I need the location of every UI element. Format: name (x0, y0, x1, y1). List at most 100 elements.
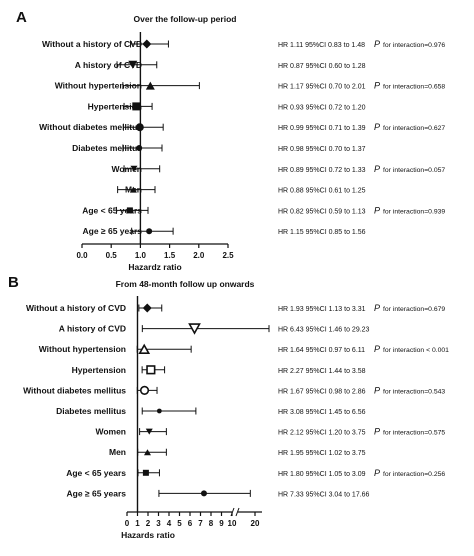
row-label: A history of CVD (59, 324, 126, 334)
point-marker (129, 186, 137, 193)
p-symbol: P (374, 303, 380, 313)
row-label: Diabetes mellitus (56, 406, 126, 416)
point-marker (142, 469, 149, 476)
stat-text: HR 2.27 95%CI 1.44 to 3.58 (278, 368, 366, 375)
point-marker (138, 343, 151, 355)
p-symbol: P (374, 39, 380, 49)
point-marker (126, 207, 133, 214)
row-label: Without diabetes mellitus (39, 122, 142, 132)
stat-text: HR 0.88 95%CI 0.61 to 1.25 (278, 188, 366, 195)
interaction-p-value: for interaction < 0.001 (383, 347, 449, 354)
row-label: Age ≥ 65 years (83, 226, 143, 236)
x-tick-label: 8 (209, 519, 214, 528)
point-marker (146, 365, 156, 375)
stat-text: HR 0.82 95%CI 0.59 to 1.13 (278, 208, 366, 215)
x-tick-label: 7 (198, 519, 203, 528)
point-marker (146, 228, 153, 235)
point-marker (130, 165, 138, 172)
x-tick-label: 5 (177, 519, 182, 528)
interaction-p-value: for interaction=0.679 (383, 306, 445, 313)
point-marker (145, 81, 155, 90)
point-marker (139, 385, 150, 396)
x-tick-label: 1.5 (164, 251, 176, 260)
interaction-p-value: for interaction=0.658 (383, 84, 445, 91)
row-label: Without hypertension (55, 81, 142, 91)
row-label: A history of CVD (75, 60, 142, 70)
x-tick-label: 0.5 (106, 251, 118, 260)
stat-text: HR 1.80 95%CI 1.05 to 3.09 (278, 471, 366, 478)
stat-text: HR 1.95 95%CI 1.02 to 3.75 (278, 450, 366, 457)
p-symbol: P (374, 468, 380, 478)
point-marker (156, 408, 162, 414)
stat-text: HR 0.93 95%CI 0.72 to 1.20 (278, 104, 366, 111)
interaction-p-value: for interaction=0.256 (383, 471, 445, 478)
axis-break-mark (235, 507, 240, 517)
panel-title: From 48-month follow up onwards (116, 279, 255, 289)
interaction-p-value: for interaction=0.575 (383, 430, 445, 437)
stat-text: HR 0.89 95%CI 0.72 to 1.33 (278, 167, 366, 174)
row-label: Men (109, 447, 126, 457)
stat-text: HR 1.11 95%CI 0.83 to 1.48 (278, 42, 365, 49)
x-tick-label: 0.0 (76, 251, 88, 260)
x-tick-label: 9 (219, 519, 224, 528)
stat-text: HR 1.17 95%CI 0.70 to 2.01 (278, 84, 366, 91)
interaction-p-value: for interaction=0.976 (383, 42, 445, 49)
row-label: Diabetes mellitus (72, 143, 142, 153)
x-tick-label: 1.0 (135, 251, 147, 260)
x-tick-label: 2 (146, 519, 151, 528)
point-marker (132, 102, 141, 111)
p-symbol: P (374, 385, 380, 395)
x-axis-label: Hazards ratio (121, 530, 175, 540)
panel-label: A (16, 9, 27, 26)
x-tick-label: 4 (167, 519, 172, 528)
x-axis-label: Hazardz ratio (128, 262, 181, 272)
row-label: Age < 65 years (82, 205, 142, 215)
x-tick-label: 0 (125, 519, 130, 528)
stat-text: HR 3.08 95%CI 1.45 to 6.56 (278, 409, 366, 416)
x-tick-label: 10 (228, 519, 237, 528)
interaction-p-value: for interaction=0.939 (383, 208, 445, 215)
point-marker (143, 449, 151, 456)
p-symbol: P (374, 164, 380, 174)
stat-text: HR 0.87 95%CI 0.60 to 1.28 (278, 63, 366, 70)
x-tick-label: 2.5 (222, 251, 234, 260)
p-symbol: P (374, 427, 380, 437)
point-marker (142, 303, 152, 313)
stat-text: HR 2.12 95%CI 1.20 to 3.75 (278, 430, 366, 437)
panel-title: Over the follow-up period (134, 14, 237, 24)
x-tick-label: 20 (251, 519, 260, 528)
interaction-p-value: for interaction=0.543 (383, 388, 445, 395)
p-symbol: P (374, 344, 380, 354)
interaction-p-value: for interaction=0.057 (383, 167, 445, 174)
row-label: Without diabetes mellitus (23, 385, 126, 395)
row-label: Without hypertension (39, 344, 126, 354)
row-label: Women (95, 427, 126, 437)
row-label: Hypertension (88, 101, 142, 111)
x-tick-label: 1 (135, 519, 140, 528)
panel-label: B (8, 274, 19, 291)
interaction-p-value: for interaction=0.627 (383, 125, 445, 132)
stat-text: HR 1.93 95%CI 1.13 to 3.31 (278, 306, 366, 313)
stat-text: HR 1.67 95%CI 0.98 to 2.86 (278, 388, 366, 395)
stat-text: HR 1.15 95%CI 0.85 to 1.56 (278, 229, 366, 236)
stat-text: HR 1.64 95%CI 0.97 to 6.11 (278, 347, 365, 354)
point-marker (136, 145, 143, 151)
p-symbol: P (374, 122, 380, 132)
stat-text: HR 6.43 95%CI 1.46 to 29.23 (278, 327, 370, 334)
row-label: Age < 65 years (66, 468, 126, 478)
point-marker (135, 123, 144, 132)
point-marker (188, 323, 201, 335)
x-tick-label: 2.0 (193, 251, 205, 260)
point-marker (200, 490, 207, 497)
x-tick-label: 3 (156, 519, 161, 528)
row-label: Without a history of CVD (42, 39, 142, 49)
